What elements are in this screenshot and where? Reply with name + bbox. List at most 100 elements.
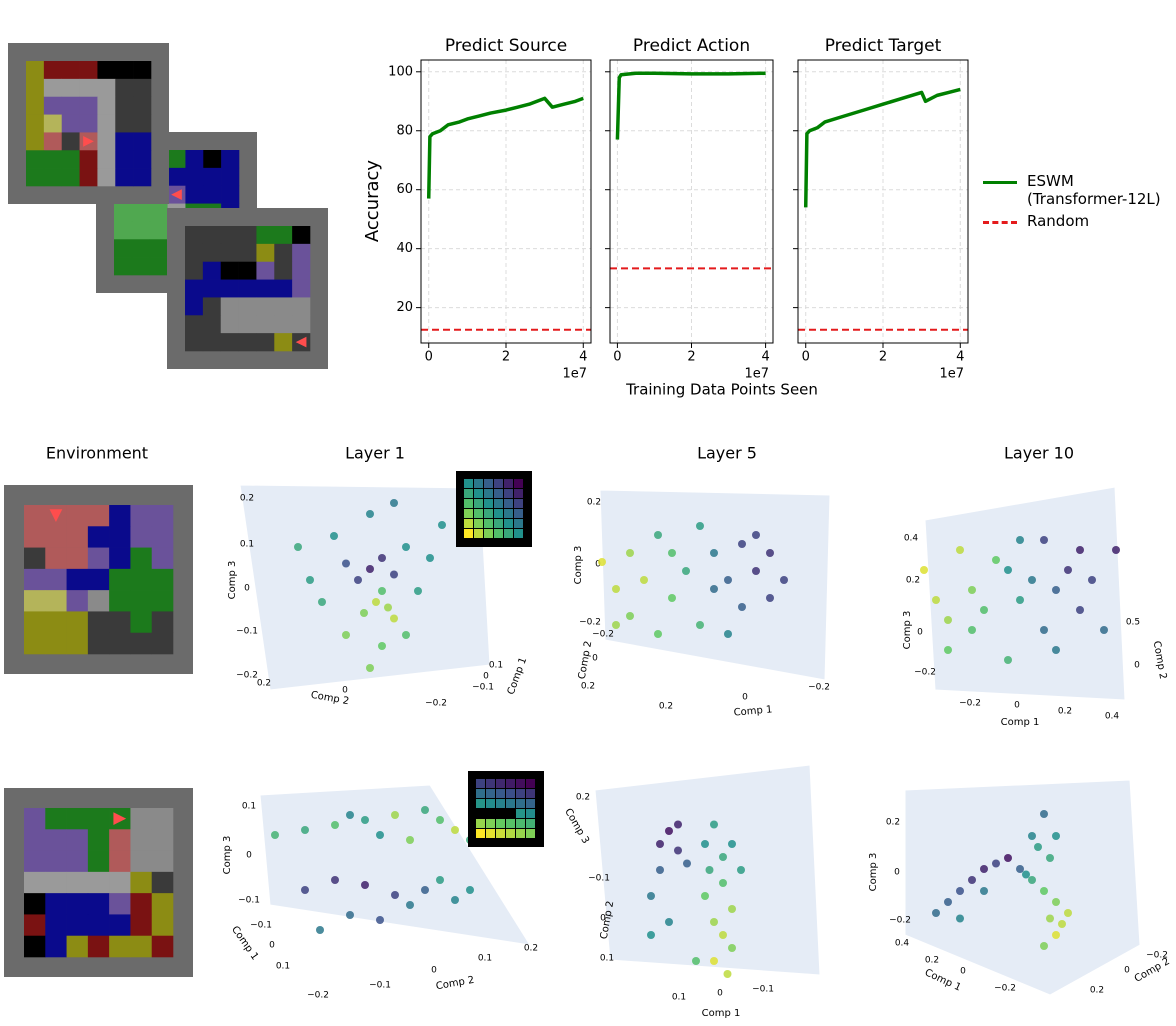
scatter-point (696, 522, 704, 530)
scatter-point (342, 631, 350, 639)
grid-cell (66, 914, 89, 937)
grid-cell (133, 132, 152, 151)
x-tick-label: 0 (613, 350, 621, 365)
scatter-point (719, 853, 727, 861)
scatter-point (1028, 576, 1036, 584)
inset-cell (526, 779, 535, 788)
axis-tick-label: 0.4 (904, 534, 919, 544)
grid-cell (109, 632, 131, 655)
axis-tick-label: 0.2 (886, 818, 900, 828)
grid-cell (185, 297, 204, 316)
plot-frame (797, 59, 969, 344)
grid-cell (87, 568, 110, 591)
grid-cell (130, 526, 153, 548)
axis-tick-label: 0.4 (895, 939, 910, 949)
inset-cell (496, 779, 505, 788)
grid-cell (256, 333, 275, 352)
agent-marker (295, 336, 307, 348)
axis-tick-label: −0.1 (250, 921, 272, 931)
grid-cell (133, 78, 152, 98)
grid-cell (97, 61, 116, 80)
grid-cell (133, 168, 152, 187)
grid-cell (43, 132, 63, 151)
inset-cell (506, 789, 515, 798)
scatter-point (932, 596, 940, 604)
grid-cell (151, 871, 174, 894)
scatter-point (306, 576, 314, 584)
axis-tick-label: 0.1 (240, 540, 254, 550)
x-tick-label: 2 (502, 350, 510, 365)
grid-cell (238, 279, 257, 298)
scatter-point (366, 510, 374, 518)
grid-cell (292, 315, 311, 334)
grid-world (8, 43, 169, 204)
axis-tick-label: −0.1 (238, 896, 260, 906)
grid-cell (66, 505, 89, 527)
grid-cell (151, 590, 174, 612)
scatter-point (331, 821, 339, 829)
scatter-point (932, 909, 940, 917)
scatter-point (766, 594, 774, 602)
inset-cell (494, 529, 503, 538)
scatter-point (414, 587, 422, 595)
inset-cell (504, 529, 513, 538)
scatter-point (1016, 865, 1024, 873)
grid-cell (87, 590, 110, 612)
scatter-point (376, 916, 384, 924)
grid-cell (61, 78, 80, 98)
grid-cell (24, 808, 46, 830)
grid-cell (66, 808, 89, 830)
inset-cell (506, 779, 515, 788)
grid-cell (79, 96, 98, 115)
grid-cell (24, 632, 46, 655)
scatter-point (346, 811, 354, 819)
axis-tick-label: −0.1 (236, 627, 258, 637)
grid-cell (185, 185, 204, 204)
inset-cell (526, 819, 535, 828)
grid-cell (167, 150, 186, 169)
axis-title: Comp 3 (902, 611, 913, 650)
scatter-point (378, 642, 386, 650)
y-tick-label: 60 (396, 182, 413, 197)
inset-cell (476, 779, 485, 788)
scatter-point (683, 859, 691, 868)
scatter-point (654, 531, 662, 539)
grid-cell (292, 226, 311, 245)
inset-cell (504, 499, 513, 508)
axis-tick-label: 0 (717, 989, 723, 999)
scatter-point (318, 598, 326, 606)
scatter-point (1064, 566, 1072, 574)
grid-cell (131, 257, 151, 276)
grid-cell (61, 168, 80, 187)
grid-cell (109, 914, 131, 937)
scatter-point (738, 603, 746, 611)
inset-cell (464, 509, 473, 518)
scatter-point (384, 603, 392, 612)
grid-cell (149, 203, 168, 222)
inset-cell (486, 829, 495, 838)
scatter-point (301, 886, 309, 894)
inset-cell (516, 789, 525, 798)
scatter-point (647, 931, 655, 939)
scatter-point (1034, 843, 1042, 851)
grid-cell (274, 261, 293, 280)
grid-cell (66, 871, 89, 894)
scatter-point (1040, 942, 1048, 950)
agent-marker (49, 509, 63, 523)
axis-tick-label: 0.1 (276, 962, 290, 972)
axis-tick-label: −0.2 (592, 630, 614, 640)
grid-cell (149, 257, 168, 276)
scatter-point (738, 540, 746, 548)
scatter-point (674, 820, 682, 829)
scatter-point (626, 549, 634, 557)
axis-tick-label: 0 (960, 967, 966, 977)
grid-cell (274, 226, 293, 245)
scatter-point (1016, 536, 1024, 544)
scatter-point (390, 499, 398, 507)
grid-cell (45, 526, 67, 548)
scatter-point (674, 846, 682, 855)
axis-tick-label: 0 (244, 584, 250, 594)
grid-cell (202, 226, 222, 245)
legend-swatch (983, 221, 1017, 224)
inset-cell (516, 779, 525, 788)
